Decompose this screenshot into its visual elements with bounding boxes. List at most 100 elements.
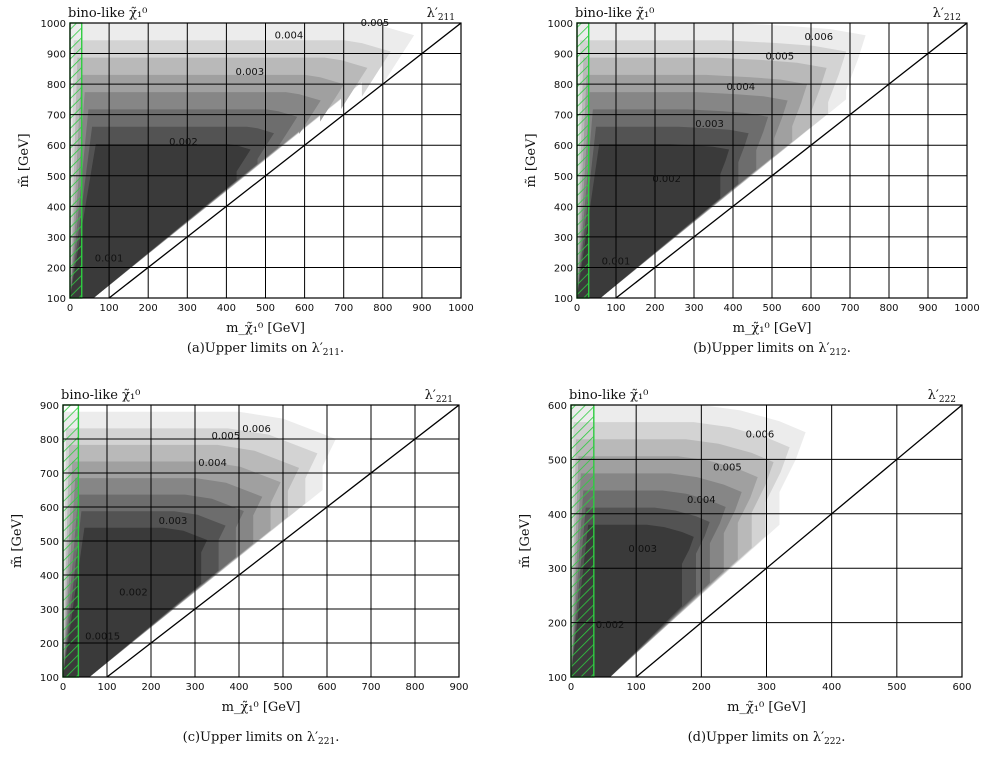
x-axis-label: m_χ̃₁⁰ [GeV] — [727, 700, 806, 715]
y-tick-label: 600 — [554, 141, 573, 152]
contour-label: 0.005 — [765, 52, 794, 63]
y-tick-label: 200 — [548, 619, 567, 630]
x-tick-label: 600 — [801, 303, 820, 314]
contour-label: 0.003 — [159, 516, 188, 527]
panel-caption: (d)Upper limits on λ′222. — [688, 730, 846, 747]
x-tick-label: 500 — [273, 682, 292, 693]
contour-label: 0.002 — [119, 587, 148, 598]
y-tick-label: 1000 — [548, 19, 573, 30]
y-tick-label: 700 — [40, 469, 59, 480]
contour-label: 0.006 — [746, 430, 775, 441]
limit-contour-band — [70, 144, 251, 298]
y-axis-label: m̃ [GeV] — [17, 133, 32, 187]
contour-label: 0.004 — [687, 495, 716, 506]
x-tick-label: 700 — [361, 682, 380, 693]
x-tick-label: 700 — [334, 303, 353, 314]
x-tick-label: 1000 — [954, 303, 979, 314]
contour-label: 0.005 — [713, 462, 742, 473]
contour-label: 0.003 — [236, 67, 265, 78]
contour-label: 0.005 — [211, 431, 240, 442]
y-tick-label: 800 — [40, 435, 59, 446]
x-tick-label: 900 — [449, 682, 468, 693]
contour-label: 0.006 — [242, 424, 271, 435]
x-tick-label: 0 — [60, 682, 66, 693]
y-tick-label: 800 — [47, 80, 66, 91]
contour-label: 0.002 — [596, 620, 625, 631]
corner-label-coupling: λ′222 — [928, 388, 956, 405]
panel-caption: (a)Upper limits on λ′211. — [187, 341, 344, 358]
x-tick-label: 0 — [67, 303, 73, 314]
kinematic-diagonal — [106, 405, 459, 677]
forbidden-region — [97, 23, 461, 298]
x-tick-label: 600 — [317, 682, 336, 693]
x-tick-label: 100 — [627, 682, 646, 693]
limit-shading — [63, 411, 336, 677]
x-tick-label: 0 — [568, 682, 574, 693]
y-tick-label: 400 — [548, 510, 567, 521]
limit-shading — [571, 405, 806, 677]
x-tick-label: 400 — [229, 682, 248, 693]
x-tick-label: 400 — [723, 303, 742, 314]
x-tick-label: 700 — [840, 303, 859, 314]
x-tick-label: 300 — [178, 303, 197, 314]
y-tick-label: 500 — [47, 172, 66, 183]
contour-label: 0.004 — [726, 82, 755, 93]
x-axis-label: m_χ̃₁⁰ [GeV] — [733, 321, 812, 336]
forbidden-region — [616, 405, 962, 677]
y-tick-label: 500 — [554, 172, 573, 183]
x-tick-label: 400 — [217, 303, 236, 314]
x-tick-label: 600 — [952, 682, 971, 693]
chart-panel-0: 0 100 200 300 400 500 600 700 800 900 100010020030… — [17, 6, 474, 358]
y-tick-label: 700 — [47, 111, 66, 122]
y-tick-label: 400 — [40, 571, 59, 582]
y-tick-label: 100 — [548, 673, 567, 684]
y-tick-label: 900 — [554, 50, 573, 61]
contour-label: 0.005 — [361, 18, 390, 29]
contour-label: 0.002 — [169, 137, 198, 148]
corner-label-neutralino: bino-like χ̃₁⁰ — [569, 388, 648, 403]
y-tick-label: 600 — [40, 503, 59, 514]
x-tick-label: 900 — [412, 303, 431, 314]
limit-shading — [577, 23, 866, 298]
y-tick-label: 300 — [47, 233, 66, 244]
y-tick-label: 800 — [554, 80, 573, 91]
corner-label-coupling: λ′211 — [427, 6, 455, 23]
contour-label: 0.0015 — [85, 632, 120, 643]
corner-label-coupling: λ′212 — [933, 6, 961, 23]
forbidden-region — [604, 23, 967, 298]
excluded-region-hatch — [576, 22, 590, 299]
x-tick-label: 800 — [405, 682, 424, 693]
limit-shading — [70, 23, 415, 298]
x-tick-label: 300 — [757, 682, 776, 693]
x-tick-label: 500 — [762, 303, 781, 314]
x-axis-label: m_χ̃₁⁰ [GeV] — [222, 700, 301, 715]
y-tick-label: 100 — [47, 294, 66, 305]
x-tick-label: 800 — [879, 303, 898, 314]
y-axis-label: m̃ [GeV] — [10, 514, 25, 568]
x-axis-label: m_χ̃₁⁰ [GeV] — [226, 321, 305, 336]
y-tick-label: 200 — [554, 263, 573, 274]
contour-label: 0.001 — [602, 256, 631, 267]
corner-label-coupling: λ′221 — [425, 388, 453, 405]
corner-label-neutralino: bino-like χ̃₁⁰ — [68, 6, 147, 21]
y-tick-label: 300 — [554, 233, 573, 244]
x-tick-label: 900 — [918, 303, 937, 314]
x-tick-label: 300 — [684, 303, 703, 314]
excluded-region-hatch — [570, 404, 595, 678]
panel-caption: (c)Upper limits on λ′221. — [183, 730, 340, 747]
x-tick-label: 600 — [295, 303, 314, 314]
y-tick-label: 200 — [47, 263, 66, 274]
x-tick-label: 200 — [645, 303, 664, 314]
y-tick-label: 600 — [548, 401, 567, 412]
chart-panel-3: 0 100 200 300 400 500 6001002003004005006000.0… — [518, 388, 972, 747]
kinematic-diagonal — [108, 23, 461, 298]
y-tick-label: 500 — [548, 455, 567, 466]
limit-contour-band — [571, 524, 694, 677]
chart-panel-2: 0 100 200 300 400 500 600 700 800 900100200300400… — [10, 388, 469, 747]
x-tick-label: 500 — [887, 682, 906, 693]
y-tick-label: 300 — [40, 605, 59, 616]
y-axis-label: m̃ [GeV] — [524, 133, 539, 187]
corner-label-neutralino: bino-like χ̃₁⁰ — [61, 388, 140, 403]
limit-contour-band — [63, 527, 208, 677]
chart-panel-1: 0 100 200 300 400 500 600 700 800 900 100010020030… — [524, 6, 980, 358]
